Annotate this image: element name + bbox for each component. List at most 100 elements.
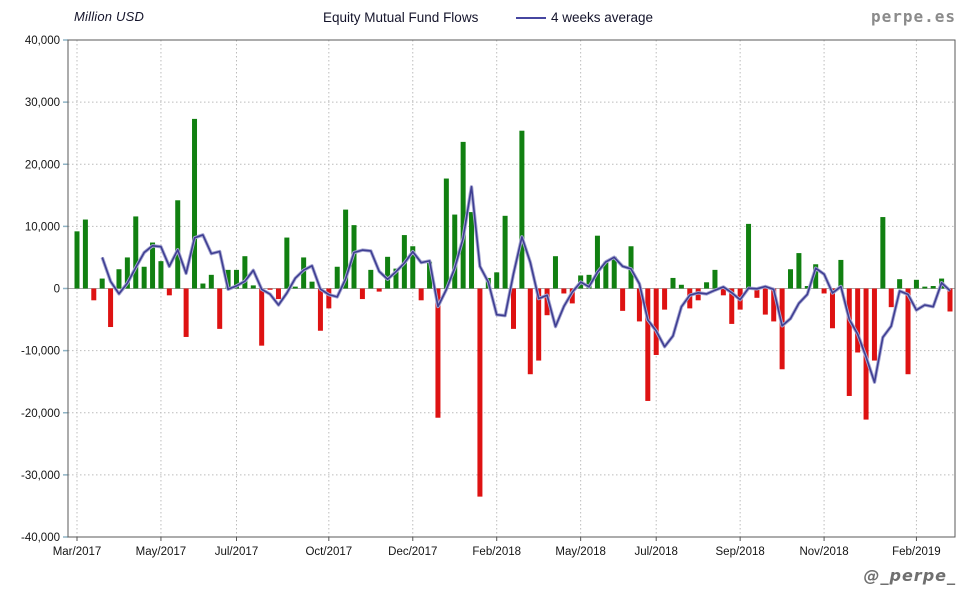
flow-bar	[393, 268, 399, 289]
flow-bar	[217, 288, 223, 329]
flow-bar	[594, 235, 600, 289]
flow-bar	[561, 288, 567, 294]
flow-bar	[410, 246, 416, 289]
flow-bar	[905, 288, 911, 375]
x-tick-label: Mar/2017	[53, 546, 102, 558]
flow-bar	[192, 118, 198, 289]
flow-bar	[494, 272, 500, 289]
y-tick-label: 40,000	[25, 35, 60, 47]
flow-bar	[712, 269, 718, 289]
flow-bar	[754, 288, 760, 298]
flow-bar	[519, 130, 525, 289]
flow-bar	[376, 288, 382, 292]
flow-bar	[284, 237, 290, 289]
y-tick-label: 30,000	[25, 97, 60, 109]
y-tick-label: -10,000	[21, 346, 60, 358]
flow-bar	[746, 223, 752, 289]
flow-bar	[99, 278, 105, 289]
flow-bar	[301, 257, 307, 289]
flow-bar	[687, 288, 693, 309]
flow-bar	[267, 288, 273, 290]
site-logo: perpe.es	[870, 7, 956, 26]
y-tick-label: 20,000	[25, 159, 60, 171]
flow-bar	[611, 256, 617, 289]
y-tick-label: 10,000	[25, 221, 60, 233]
flow-bar	[930, 286, 936, 289]
y-tick-label: -30,000	[21, 470, 60, 482]
flow-bar	[225, 269, 231, 289]
flow-bar	[888, 288, 894, 308]
flow-bar	[813, 264, 819, 289]
flow-bar	[91, 288, 97, 301]
x-axis-labels: Mar/2017 May/2017 Jul/2017 Oct/2017 Dec/2017…	[53, 546, 941, 558]
flow-bar	[880, 217, 886, 289]
flow-bar	[166, 288, 172, 296]
flow-bar	[116, 269, 122, 289]
flow-bar	[334, 266, 340, 289]
chart-title: Equity Mutual Fund Flows	[323, 10, 479, 25]
flow-bar	[175, 200, 181, 289]
flow-bar	[829, 288, 835, 329]
y-tick-label: 0	[54, 284, 60, 296]
flow-bar	[359, 288, 365, 300]
flow-bar	[552, 256, 558, 289]
flow-bar	[242, 256, 248, 289]
flow-bar	[233, 269, 239, 289]
flow-bar	[141, 266, 147, 289]
flow-bars	[74, 118, 953, 497]
flow-bar	[678, 284, 684, 289]
flow-bar	[569, 288, 575, 304]
flow-bar	[183, 288, 189, 337]
x-tick-label: Sep/2018	[716, 546, 765, 558]
flow-bar	[913, 279, 919, 289]
flow-bar	[536, 288, 542, 361]
flow-bar	[418, 288, 424, 301]
x-tick-label: Dec/2017	[388, 546, 437, 558]
flow-bar	[779, 288, 785, 370]
flow-bar	[897, 279, 903, 289]
flow-bar	[443, 178, 449, 289]
axis-ticks	[63, 39, 917, 541]
x-tick-label: Jul/2018	[634, 546, 677, 558]
flow-bar	[326, 288, 332, 309]
legend-label: 4 weeks average	[551, 10, 654, 25]
flow-bar	[720, 288, 726, 296]
flow-bar	[82, 219, 88, 289]
average-line-stroke	[101, 186, 951, 384]
flow-bar	[435, 288, 441, 418]
flow-bar	[947, 288, 953, 312]
flow-bar	[368, 269, 374, 289]
flow-bar	[662, 288, 668, 310]
flow-bar	[108, 288, 114, 328]
flow-bar	[124, 257, 130, 289]
flow-bar	[804, 286, 810, 289]
flow-bar	[586, 274, 592, 289]
y-axis-labels: 40,000 30,000 20,000 10,000 0 -10,000 -20,000 -…	[21, 35, 60, 544]
flow-bar	[544, 288, 550, 316]
x-tick-label: Oct/2017	[305, 546, 352, 558]
legend: 4 weeks average	[516, 10, 653, 25]
y-tick-label: -20,000	[21, 408, 60, 420]
flow-bar	[452, 214, 458, 289]
x-tick-label: Jul/2017	[215, 546, 258, 558]
twitter-handle: @_perpe_	[863, 566, 956, 585]
flow-bar	[670, 277, 676, 289]
flow-bar	[150, 242, 156, 289]
flow-bar	[309, 281, 315, 289]
flow-bar	[922, 286, 928, 289]
flow-bar	[821, 288, 827, 294]
flow-bar	[762, 288, 768, 315]
flow-bar	[846, 288, 852, 396]
flow-bar	[427, 261, 433, 289]
flow-bar	[385, 256, 391, 289]
flow-bar	[343, 209, 349, 289]
flow-bar	[603, 261, 609, 289]
flow-bar	[855, 288, 861, 353]
flow-bar	[620, 288, 626, 311]
flow-bar	[158, 261, 164, 289]
flow-bar	[871, 288, 877, 361]
flow-bar	[275, 288, 281, 300]
flow-bar	[133, 216, 139, 289]
flow-bar	[292, 286, 298, 289]
